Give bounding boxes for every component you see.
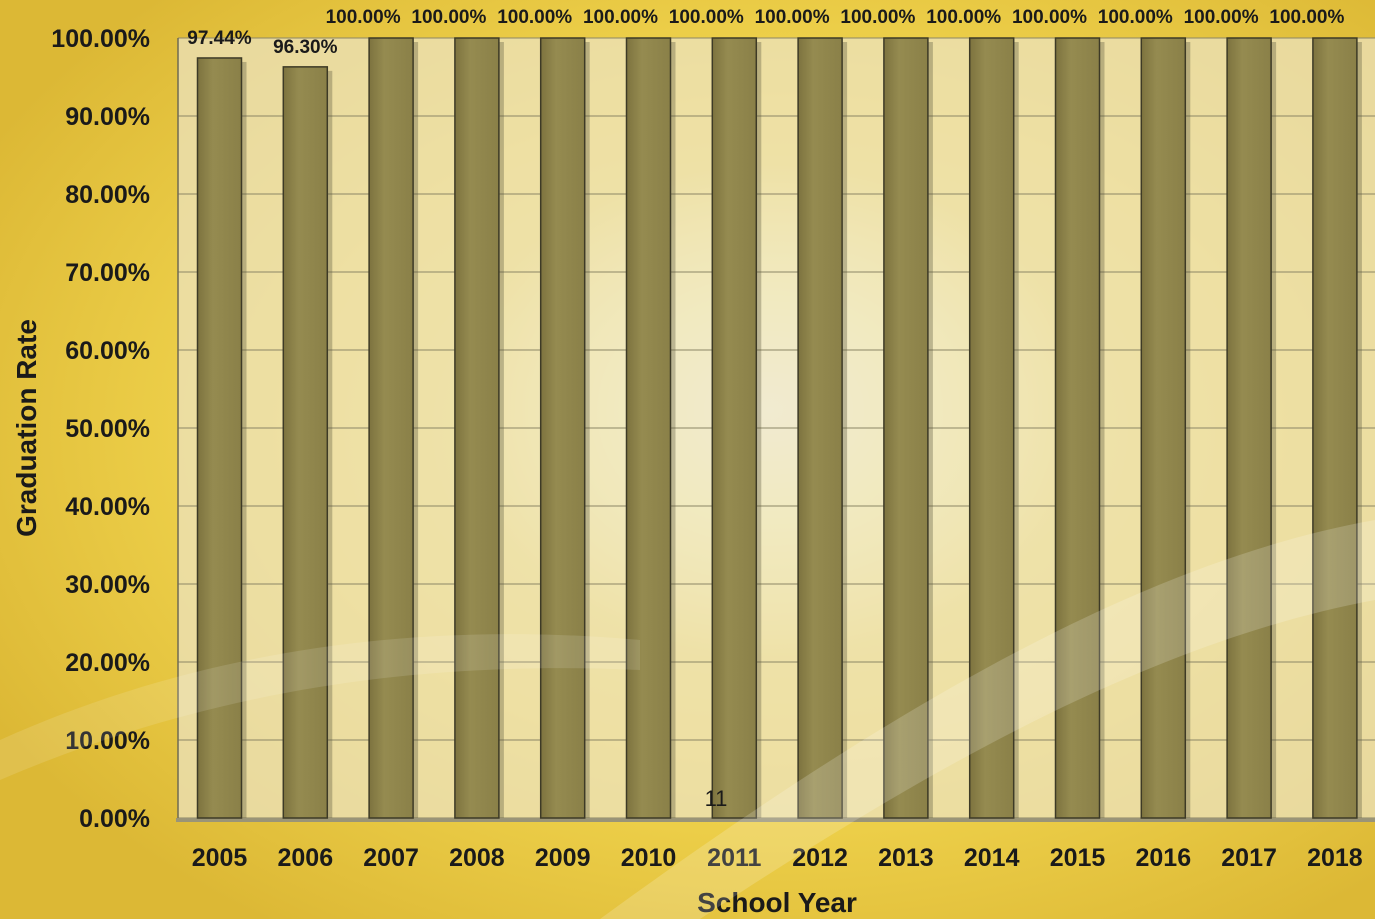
y-tick-label: 50.00% xyxy=(65,415,150,443)
y-tick-label: 60.00% xyxy=(65,337,150,365)
y-tick-label: 100.00% xyxy=(51,25,150,53)
data-label: 100.00% xyxy=(411,7,486,28)
bar-2006 xyxy=(282,66,329,819)
bar-2007 xyxy=(368,37,414,819)
x-tick-label: 2009 xyxy=(535,844,591,872)
y-tick-label: 20.00% xyxy=(65,649,150,677)
bar-2018 xyxy=(1312,37,1358,819)
data-label: 96.30% xyxy=(273,37,338,58)
bar-2015 xyxy=(1054,37,1101,819)
x-axis-tick-labels: 2005 2006 2007 2008 2009 2010 2011 2012 2013 2014… xyxy=(192,844,1363,872)
y-tick-label: 90.00% xyxy=(65,103,150,131)
x-tick-label: 2005 xyxy=(192,844,248,872)
y-tick-label: 70.00% xyxy=(65,259,150,287)
bar-2009 xyxy=(539,37,586,819)
y-tick-label: 30.00% xyxy=(65,571,150,599)
x-tick-label: 2006 xyxy=(277,844,333,872)
x-axis-label: School Year xyxy=(697,887,857,918)
bar-2005 xyxy=(196,57,243,819)
x-tick-label: 2015 xyxy=(1050,844,1106,872)
bar-2016 xyxy=(1140,37,1187,819)
x-tick-label: 2010 xyxy=(621,844,677,872)
data-label: 97.44% xyxy=(187,28,252,49)
data-label: 100.00% xyxy=(1098,7,1173,28)
bar-2012 xyxy=(797,37,843,819)
bar-2008 xyxy=(454,37,500,819)
y-tick-label: 80.00% xyxy=(65,181,150,209)
y-tick-label: 10.00% xyxy=(65,727,150,755)
data-label: 100.00% xyxy=(1012,7,1087,28)
x-tick-label: 2011 xyxy=(707,844,761,872)
y-tick-label: 40.00% xyxy=(65,493,150,521)
y-axis-tick-labels: 0.00% 10.00% 20.00% 30.00% 40.00% 50.00% 60.00… xyxy=(51,25,150,833)
data-label: 100.00% xyxy=(926,7,1001,28)
bar-2014 xyxy=(968,37,1015,819)
data-label: 100.00% xyxy=(669,7,744,28)
x-tick-label: 2007 xyxy=(363,844,419,872)
data-label: 100.00% xyxy=(497,7,572,28)
data-label: 100.00% xyxy=(755,7,830,28)
x-tick-label: 2014 xyxy=(964,844,1020,872)
page-number: 11 xyxy=(705,786,728,811)
y-tick-label: 0.00% xyxy=(79,805,150,833)
bar-2010 xyxy=(625,37,672,819)
y-axis-label: Graduation Rate xyxy=(11,319,42,537)
data-label: 100.00% xyxy=(1184,7,1259,28)
x-tick-label: 2013 xyxy=(878,844,934,872)
data-label: 100.00% xyxy=(583,7,658,28)
x-tick-label: 2017 xyxy=(1221,844,1277,872)
bar-2013 xyxy=(883,37,929,819)
data-label: 100.00% xyxy=(840,7,915,28)
x-tick-label: 2018 xyxy=(1307,844,1363,872)
x-axis-floor xyxy=(176,818,1375,822)
data-label: 100.00% xyxy=(1269,7,1344,28)
x-tick-label: 2012 xyxy=(792,844,848,872)
data-label: 100.00% xyxy=(326,7,401,28)
x-tick-label: 2016 xyxy=(1135,844,1191,872)
x-tick-label: 2008 xyxy=(449,844,505,872)
bars xyxy=(196,37,1362,819)
data-labels: 97.44% 96.30% 100.00% 100.00% 100.00% 100.00%… xyxy=(187,7,1344,58)
bar-2017 xyxy=(1226,37,1272,819)
bar-2011 xyxy=(711,37,758,819)
